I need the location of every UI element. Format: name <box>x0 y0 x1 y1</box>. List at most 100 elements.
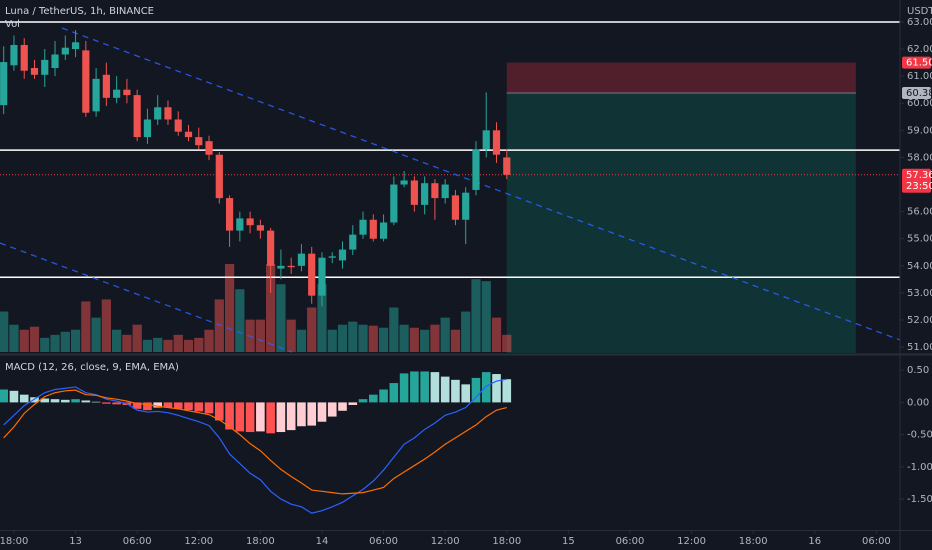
macd-line <box>3 378 507 514</box>
volume-bar <box>101 299 111 352</box>
y-tick-label: 54.00 <box>907 261 932 272</box>
volume-bar <box>471 279 481 352</box>
volume-bar <box>307 307 317 352</box>
candle-body <box>154 107 162 120</box>
x-tick-label: 15 <box>562 536 575 547</box>
candle-body <box>30 68 39 75</box>
volume-bar <box>440 317 450 352</box>
volume-bar <box>255 319 265 352</box>
y-tick-label: -1.00 <box>907 462 932 473</box>
candle-body <box>174 119 182 132</box>
price-pane <box>0 21 900 353</box>
y-tick-label: 63.00 <box>907 17 932 28</box>
candle-body <box>41 59 49 75</box>
histogram-bar <box>225 402 234 430</box>
x-tick-label: 18:00 <box>246 536 275 547</box>
price-tag-bg <box>902 56 931 69</box>
volume-bar <box>317 284 327 352</box>
x-tick-label: 14 <box>316 536 329 547</box>
volume-bar <box>173 334 183 352</box>
histogram-bar <box>214 402 224 421</box>
volume-bar <box>409 327 419 352</box>
candle-body <box>277 265 285 269</box>
candle-body <box>482 130 490 150</box>
histogram-bar <box>256 402 265 432</box>
volume-bar <box>491 317 502 352</box>
histogram-bar <box>358 399 368 403</box>
histogram-bar <box>297 402 306 427</box>
histogram-bar <box>143 402 152 411</box>
histogram-bar <box>194 402 204 412</box>
volume-bar <box>378 327 389 352</box>
histogram-bar <box>0 389 9 403</box>
volume-bar <box>132 324 142 352</box>
x-tick-label: 06:00 <box>862 536 891 547</box>
volume-bar <box>153 337 163 352</box>
y-tick-label: 61.00 <box>907 71 932 82</box>
histogram-bar <box>348 402 358 405</box>
candle-body <box>328 256 336 258</box>
price-tag-bg <box>902 168 931 193</box>
volume-bar <box>266 264 276 352</box>
histogram-bar <box>399 373 409 403</box>
candle-body <box>431 183 439 199</box>
volume-bar <box>348 321 358 352</box>
histogram-bar <box>71 399 80 403</box>
volume-bar <box>399 324 409 352</box>
candle-body <box>379 222 388 239</box>
y-tick-label: 0.50 <box>907 365 929 376</box>
candle-body <box>246 218 254 226</box>
histogram-bar <box>184 402 193 411</box>
volume-bar <box>60 331 70 352</box>
histogram-bar <box>245 402 255 433</box>
y-tick-label: 51.00 <box>907 342 932 353</box>
volume-bar <box>194 337 204 352</box>
x-tick-label: 18:00 <box>739 536 768 547</box>
histogram-bar <box>317 402 327 422</box>
price-tag: 57.36 <box>906 170 932 181</box>
y-tick-label: 58.00 <box>907 152 932 163</box>
candle-body <box>61 47 69 55</box>
y-tick-label: -0.50 <box>907 430 932 441</box>
candle-body <box>472 149 480 190</box>
histogram-bar <box>502 379 512 403</box>
candle-body <box>133 95 141 138</box>
volume-bar <box>163 339 173 352</box>
candle-body <box>267 230 275 266</box>
volume-bar <box>183 339 194 352</box>
histogram-bar <box>451 379 460 403</box>
candle-body <box>421 183 429 205</box>
histogram-bar <box>173 402 183 409</box>
y-tick-label: -1.50 <box>907 494 932 505</box>
x-tick-label: 12:00 <box>431 536 460 547</box>
volume-bar <box>368 325 378 352</box>
histogram-bar <box>266 402 275 434</box>
volume-bar <box>420 329 430 352</box>
volume-bar <box>50 334 60 352</box>
x-tick-label: 18:00 <box>492 536 521 547</box>
x-tick-label: 13 <box>69 536 82 547</box>
histogram-bar <box>60 399 70 403</box>
histogram-bar <box>153 402 163 408</box>
x-tick-label: 16 <box>808 536 821 547</box>
candle-body <box>400 180 408 185</box>
candle-body <box>236 218 244 231</box>
histogram-bar <box>471 377 481 403</box>
histogram-bar <box>461 384 471 403</box>
candle-body <box>492 130 501 155</box>
price-unit: USDT <box>907 6 932 17</box>
front-layer: 51.00 52.00 53.00 54.00 55.00 56.00 58.00 59.00… <box>0 17 932 547</box>
candle-body <box>256 225 264 231</box>
price-countdown: 23:50 <box>906 181 932 192</box>
candle-body <box>71 42 80 50</box>
candle-body <box>451 195 460 220</box>
target-zone <box>506 92 856 353</box>
back-layer <box>0 21 900 353</box>
histogram-bar <box>307 402 317 426</box>
volume-bar <box>502 334 512 352</box>
price-tag: 60.38 <box>906 88 932 99</box>
volume-bar <box>296 329 307 352</box>
volume-bar <box>481 281 491 352</box>
